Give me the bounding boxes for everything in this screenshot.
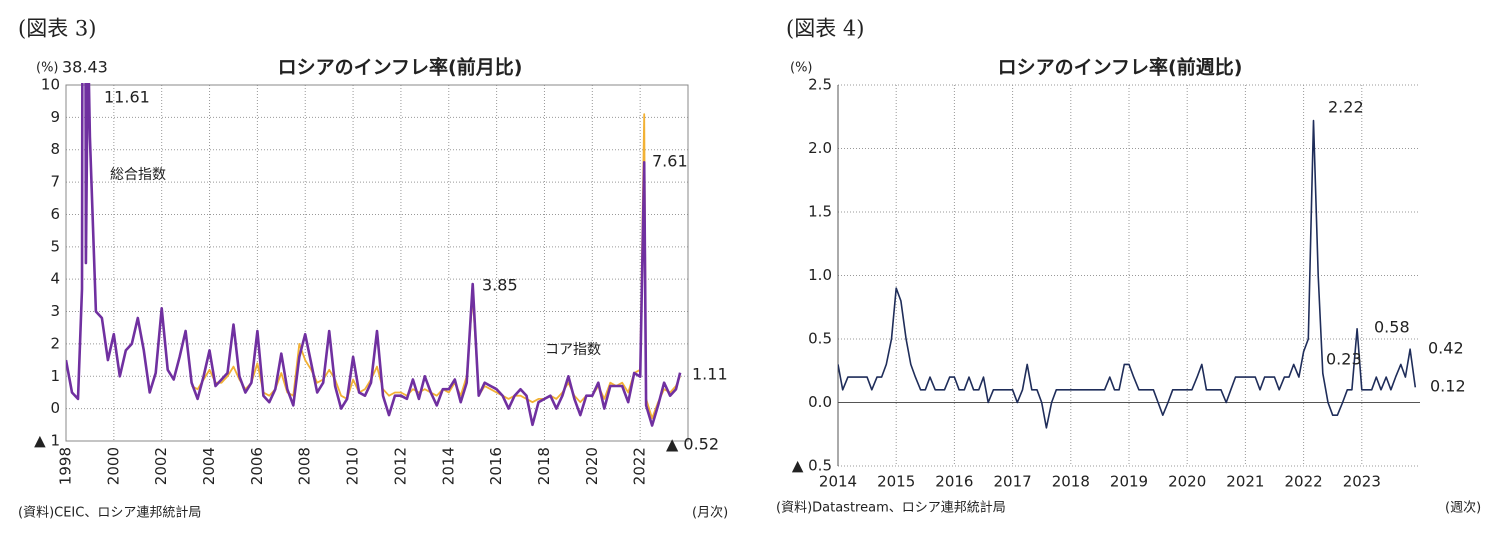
plot-frame (65, 84, 689, 442)
x-tick-label: 2012 (391, 447, 409, 485)
y-tick-label: 2 (50, 334, 60, 352)
y-tick-label: 9 (50, 108, 60, 126)
y-tick-label: 2.0 (808, 139, 832, 157)
annotation: 11.61 (104, 88, 150, 107)
y-tick-label: 8 (50, 140, 60, 158)
y-unit: (%) (790, 61, 813, 76)
source: (資料)CEIC、ロシア連邦統計局 (18, 505, 201, 521)
series-label: コア指数 (545, 342, 601, 358)
x-tick-label: 2002 (152, 447, 170, 485)
x-tick-label: 2014 (439, 447, 457, 485)
annotation: 7.61 (652, 152, 688, 171)
x-tick-label: 2020 (583, 447, 601, 485)
annotation: 0.12 (1430, 377, 1466, 396)
plot (66, 83, 682, 427)
x-tick-label: 2006 (248, 447, 266, 485)
x-tick-label: 2014 (819, 473, 857, 491)
annotation: 0.42 (1428, 339, 1464, 358)
y-unit: (%) (36, 61, 59, 76)
x-tick-label: 2021 (1226, 473, 1264, 491)
y-tick-label: ▲ 1 (34, 432, 60, 450)
x-tick-label: 2023 (1343, 473, 1381, 491)
annotation: 3.85 (482, 276, 518, 295)
x-unit: (月次) (692, 505, 728, 521)
series-line (838, 119, 1417, 429)
y-tick-label: 2.5 (808, 76, 832, 94)
y-tick-label: 1 (50, 367, 60, 385)
x-tick-label: 2022 (631, 447, 649, 485)
figure-label: (図表 4) (786, 17, 864, 41)
figure-label: (図表 3) (18, 17, 96, 41)
x-tick-label: 1998 (57, 447, 75, 485)
y-tick-label: 10 (41, 76, 60, 94)
x-tick-label: 2000 (104, 447, 122, 485)
x-tick-label: 2016 (487, 447, 505, 485)
x-tick-label: 2015 (877, 473, 915, 491)
y-tick-label: 1.0 (808, 266, 832, 284)
source: (資料)Datastream、ロシア連邦統計局 (776, 500, 1006, 516)
x-tick-label: 2019 (1110, 473, 1148, 491)
y-tick-label: ▲ 0.5 (792, 457, 832, 475)
y-tick-label: 0.5 (808, 330, 832, 348)
x-tick-label: 2022 (1285, 473, 1323, 491)
series-line (191, 113, 681, 420)
chart-title: ロシアのインフレ率(前週比) (998, 56, 1243, 79)
y-tick-label: 1.5 (808, 203, 832, 221)
x-unit: (週次) (1445, 500, 1481, 516)
y-tick-label: 4 (50, 270, 60, 288)
x-tick-label: 2008 (296, 447, 314, 485)
x-tick-label: 2018 (535, 447, 553, 485)
y-tick-label: 0.0 (808, 393, 832, 411)
series-label: 総合指数 (110, 167, 166, 183)
x-tick-label: 2004 (200, 447, 218, 485)
y-tick-label: 0 (50, 399, 60, 417)
plot (838, 119, 1417, 429)
x-tick-label: 2018 (1052, 473, 1090, 491)
x-tick-label: 2017 (994, 473, 1032, 491)
annotation: 0.58 (1374, 318, 1410, 337)
annotation: 0.23 (1326, 350, 1362, 369)
y-tick-label: 3 (50, 302, 60, 320)
y-tick-label: 5 (50, 237, 60, 255)
annotation: ▲ 0.52 (666, 435, 719, 454)
x-tick-label: 2010 (344, 447, 362, 485)
x-tick-label: 2020 (1168, 473, 1206, 491)
y-tick-label: 7 (50, 173, 60, 191)
annotation: 38.43 (62, 58, 108, 77)
x-tick-label: 2016 (935, 473, 973, 491)
annotation: 2.22 (1328, 98, 1364, 117)
chart-title: ロシアのインフレ率(前月比) (278, 56, 523, 79)
annotation: 1.11 (692, 365, 728, 384)
series-line (66, 83, 682, 427)
y-tick-label: 6 (50, 205, 60, 223)
